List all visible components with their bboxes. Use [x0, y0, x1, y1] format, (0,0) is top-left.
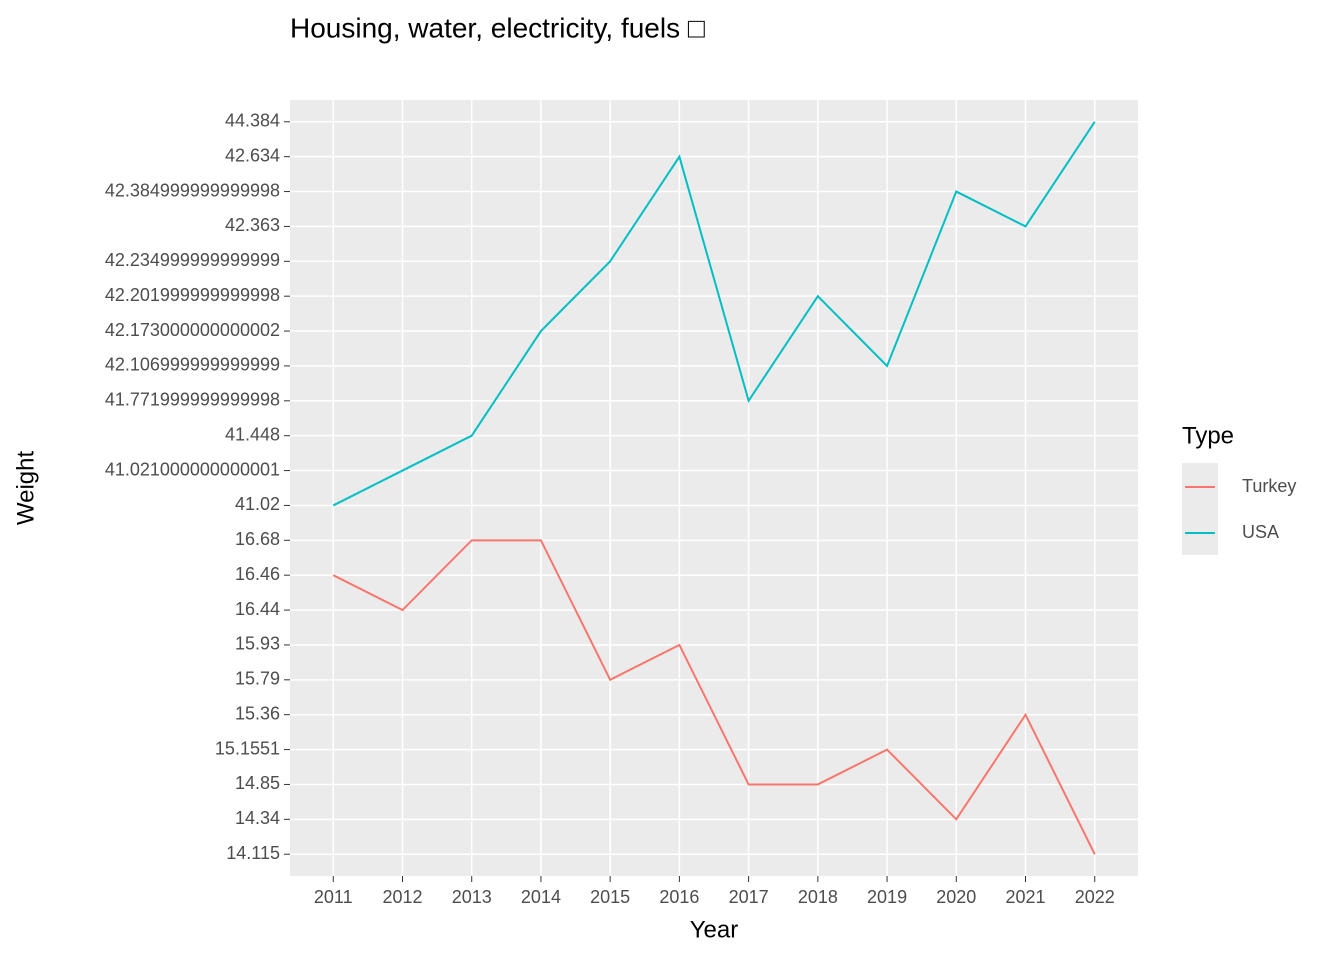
x-tick-label: 2017 — [729, 887, 769, 907]
legend-label: Turkey — [1242, 476, 1296, 496]
y-tick-label: 15.93 — [235, 634, 280, 654]
y-tick-label: 41.02 — [235, 494, 280, 514]
y-tick-label: 16.44 — [235, 599, 280, 619]
x-tick-label: 2020 — [936, 887, 976, 907]
y-tick-label: 44.384 — [225, 111, 280, 131]
y-tick-label: 41.448 — [225, 424, 280, 444]
y-tick-label: 42.384999999999998 — [105, 180, 280, 200]
line-series — [332, 121, 1096, 507]
y-tick-label: 15.1551 — [215, 738, 280, 758]
y-tick-label: 14.85 — [235, 773, 280, 793]
y-tick-label: 42.173000000000002 — [105, 320, 280, 340]
x-tick-label: 2011 — [314, 887, 353, 907]
y-tick-label: 14.115 — [226, 843, 280, 863]
y-tick-label: 41.771999999999998 — [105, 390, 280, 410]
x-tick-label: 2018 — [798, 887, 838, 907]
y-tick-label: 42.634 — [225, 145, 280, 165]
legend-title: Type — [1182, 422, 1234, 449]
y-axis-title: Weight — [12, 451, 39, 526]
x-tick-label: 2015 — [590, 887, 630, 907]
legend-keys — [1182, 463, 1218, 555]
x-tick-label: 2014 — [521, 887, 561, 907]
y-tick-label: 42.234999999999999 — [105, 250, 280, 270]
line-series — [332, 539, 1096, 855]
y-tick-label: 42.363 — [225, 215, 280, 235]
x-tick-label: 2016 — [659, 887, 699, 907]
y-tick-label: 42.106999999999999 — [105, 355, 280, 375]
x-tick-label: 2019 — [867, 887, 907, 907]
y-tick-label: 41.021000000000001 — [105, 459, 280, 479]
x-tick-label: 2021 — [1005, 887, 1045, 907]
x-tick-label: 2022 — [1075, 887, 1115, 907]
legend-label: USA — [1242, 522, 1279, 542]
chart-title: Housing, water, electricity, fuels □ — [290, 12, 705, 43]
x-axis-title: Year — [690, 916, 739, 943]
y-tick-label: 16.46 — [235, 564, 280, 584]
panel — [290, 100, 1138, 876]
y-tick-label: 15.36 — [235, 703, 280, 723]
y-tick-label: 16.68 — [235, 529, 280, 549]
y-tick-label: 14.34 — [235, 808, 280, 828]
y-tick-label: 15.79 — [235, 669, 280, 689]
x-tick-label: 2013 — [452, 887, 492, 907]
y-tick-label: 42.201999999999998 — [105, 285, 280, 305]
x-tick-label: 2012 — [382, 887, 422, 907]
